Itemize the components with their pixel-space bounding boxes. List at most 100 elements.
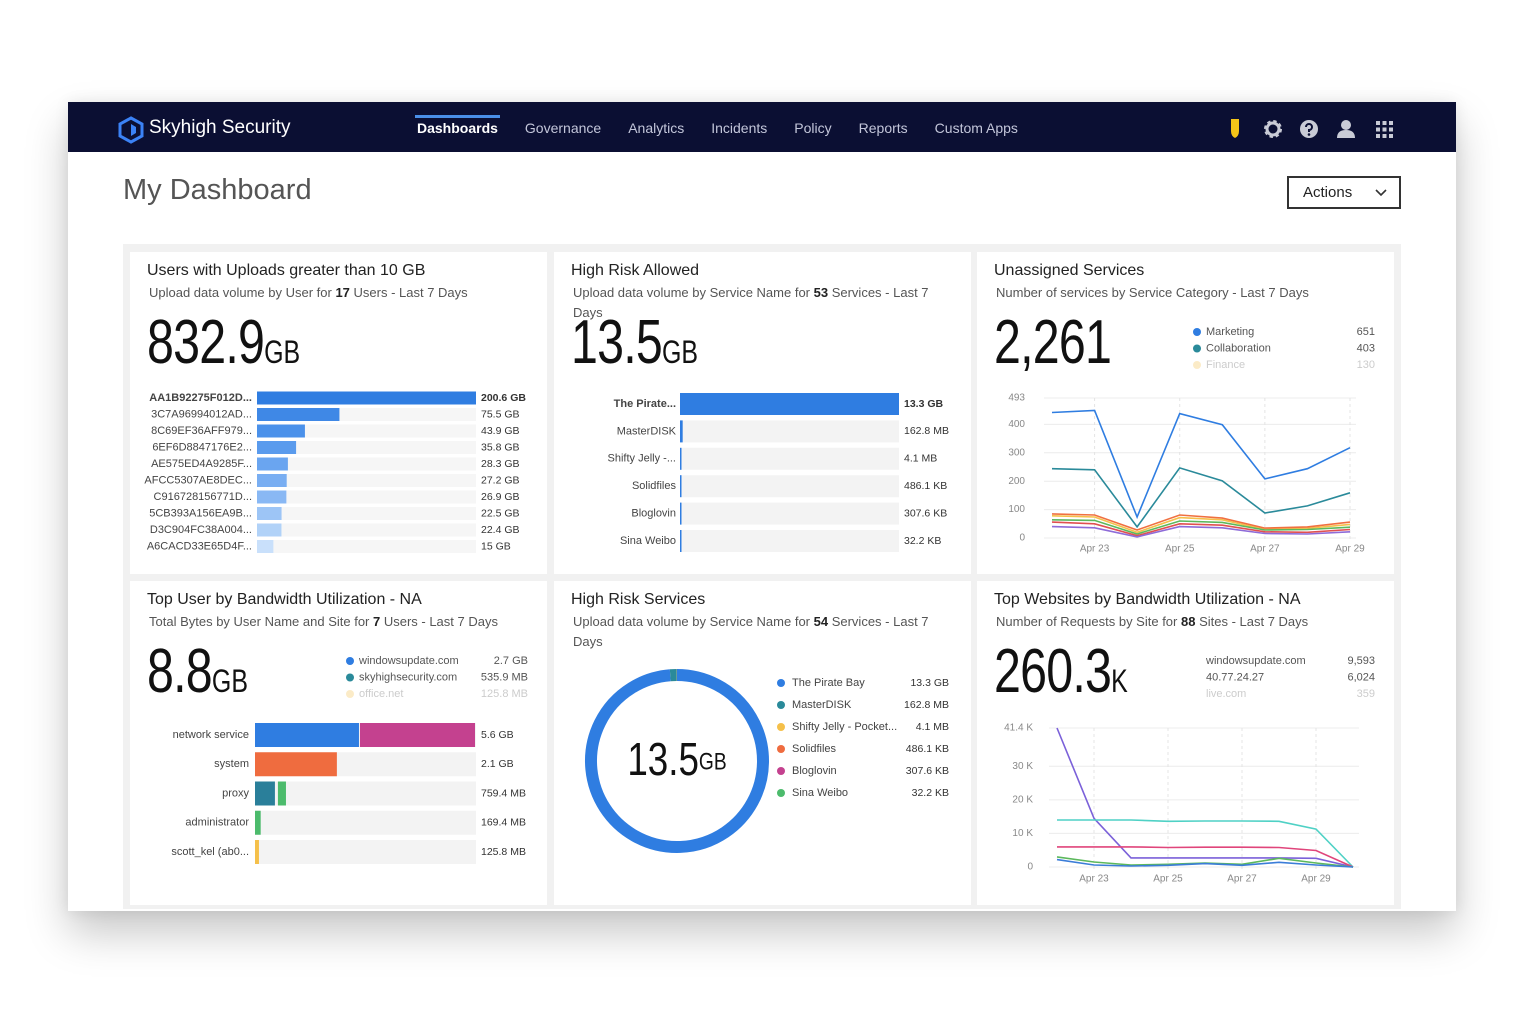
bar — [257, 507, 282, 520]
bar-value-label: 162.8 MB — [904, 425, 949, 437]
series-line — [1051, 513, 1351, 531]
legend-value: 9,593 — [1347, 655, 1375, 667]
bar-track — [257, 507, 476, 520]
y-tick-label: 493 — [1008, 393, 1025, 404]
nav-items: Dashboards Governance Analytics Incidents Po… — [415, 115, 1018, 136]
bar — [680, 420, 683, 443]
actions-button[interactable]: Actions — [1287, 176, 1401, 209]
nav-item[interactable]: Reports — [858, 120, 908, 136]
bar-track — [680, 530, 899, 552]
legend-item: Marketing 651 — [1193, 326, 1375, 338]
legend-label: Bloglovin — [792, 765, 837, 777]
y-tick-label: 0 — [1019, 533, 1025, 544]
y-tick-label: 400 — [1008, 419, 1025, 430]
bar-label: D3C904FC38A004... — [150, 524, 252, 536]
bar-segment — [255, 840, 259, 864]
nav-item[interactable]: Policy — [794, 120, 832, 136]
legend-dot — [1193, 361, 1201, 369]
legend-item: Finance 130 — [1193, 359, 1375, 371]
legend-value: 307.6 KB — [906, 765, 949, 777]
legend-value: 130 — [1357, 359, 1375, 371]
x-tick-label: Apr 25 — [1153, 874, 1183, 885]
help-icon[interactable] — [1300, 120, 1318, 138]
y-tick-label: 0 — [1027, 862, 1033, 873]
apps-icon[interactable] — [1376, 121, 1393, 138]
kpi: 13.5GB — [571, 312, 698, 383]
series-line — [1051, 521, 1351, 537]
shield-icon[interactable] — [1231, 119, 1239, 138]
actions-label[interactable]: Actions — [1303, 184, 1353, 201]
bar-label: administrator — [185, 817, 249, 829]
bar — [257, 408, 340, 421]
bar-label: 3C7A96994012AD... — [151, 408, 252, 420]
subtitle-part: 7 — [372, 614, 381, 629]
legend-value: 13.3 GB — [910, 677, 949, 689]
bar-value-label: 22.5 GB — [481, 507, 520, 519]
legend-value: 403 — [1357, 342, 1375, 354]
subtitle-part: Users - Last 7 Days — [349, 285, 468, 300]
bar — [680, 475, 682, 498]
series-line — [1051, 519, 1351, 535]
legend-label: windowsupdate.com — [1205, 655, 1306, 667]
subtitle-part: Total Bytes by User Name and Site for — [149, 614, 373, 629]
legend-label: live.com — [1206, 688, 1246, 700]
x-tick-label: Apr 29 — [1301, 874, 1331, 885]
bar-value-label: 26.9 GB — [481, 491, 520, 503]
bar-label: A6CACD33E65D4F... — [147, 540, 252, 552]
bar-track — [255, 781, 476, 806]
bar-label: 8C69EF36AFF979... — [151, 425, 252, 437]
widget-chart: The Pirate Bay 13.3 GB MasterDISK 162.8 MB S… — [585, 668, 949, 853]
widget-subtitle: Upload data volume by Service Name for 5… — [573, 612, 948, 652]
bar-value-label: 28.3 GB — [481, 458, 520, 470]
bar-track — [257, 424, 476, 438]
subtitle-part: Upload data volume by User for — [149, 285, 336, 300]
y-tick-label: 30 K — [1012, 761, 1033, 772]
nav-item[interactable]: Analytics — [628, 120, 685, 136]
legend-label: Collaboration — [1206, 342, 1271, 354]
widget-chart: windowsupdate.com 2.7 GB skyhighsecurity.c… — [171, 655, 528, 864]
legend-item: live.com 359 — [1206, 688, 1375, 700]
bar-segment — [255, 810, 261, 835]
bar — [257, 523, 282, 537]
bar-value-label: 43.9 GB — [481, 425, 520, 437]
legend-item: Collaboration 403 — [1193, 342, 1375, 354]
y-tick-label: 300 — [1008, 447, 1025, 458]
legend-label: The Pirate Bay — [792, 677, 865, 689]
widget-title: High Risk Services — [571, 591, 706, 608]
bar-track — [257, 457, 476, 471]
nav-item[interactable]: Governance — [524, 120, 602, 136]
legend-label: Marketing — [1206, 326, 1254, 338]
subtitle-part: Number of Requests by Site for — [996, 614, 1181, 629]
nav-item[interactable]: Custom Apps — [934, 120, 1018, 136]
subtitle-part: Upload data volume by Service Name for — [573, 285, 814, 300]
widget-card: Marketing 651 Collaboration 403 Finance 130 0 1… — [977, 252, 1394, 574]
widget-title: High Risk Allowed — [571, 262, 700, 279]
series-line — [1057, 819, 1354, 868]
bar-label: The Pirate... — [614, 398, 676, 410]
settings-icon[interactable] — [1264, 120, 1282, 138]
bar-label: Bloglovin — [631, 508, 676, 520]
x-tick-label: Apr 23 — [1080, 544, 1110, 555]
bar-value-label: 13.3 GB — [904, 398, 944, 410]
bar-label: 5CB393A156EA9B... — [149, 507, 252, 519]
widget-chart: AA1B92275F012D... 200.6 GB 3C7A96994012AD.… — [144, 391, 526, 553]
page-title: My Dashboard — [123, 174, 312, 206]
legend-item: skyhighsecurity.com 535.9 MB — [346, 671, 528, 683]
subtitle-part: Sites - Last 7 Days — [1195, 614, 1309, 629]
nav-item[interactable]: Dashboards — [415, 115, 500, 136]
widget-subtitle: Upload data volume by Service Name for 5… — [573, 283, 948, 323]
nav-item[interactable]: Incidents — [711, 120, 768, 136]
bar-label: network service — [173, 729, 249, 741]
y-tick-label: 200 — [1008, 476, 1025, 487]
y-tick-label: 41.4 K — [1004, 723, 1033, 734]
donut-slice — [585, 669, 769, 853]
brand-name[interactable]: Skyhigh Security — [149, 117, 291, 138]
legend-item: windowsupdate.com 9,593 — [1205, 655, 1375, 667]
widget-chart: windowsupdate.com 9,593 40.77.24.27 6,024 li… — [1004, 655, 1375, 885]
kpi-unit: GB — [699, 747, 727, 775]
bar-value-label: 15 GB — [481, 540, 511, 552]
brand-logo — [118, 116, 144, 144]
user-icon[interactable] — [1337, 120, 1355, 138]
bar-track — [680, 420, 899, 443]
